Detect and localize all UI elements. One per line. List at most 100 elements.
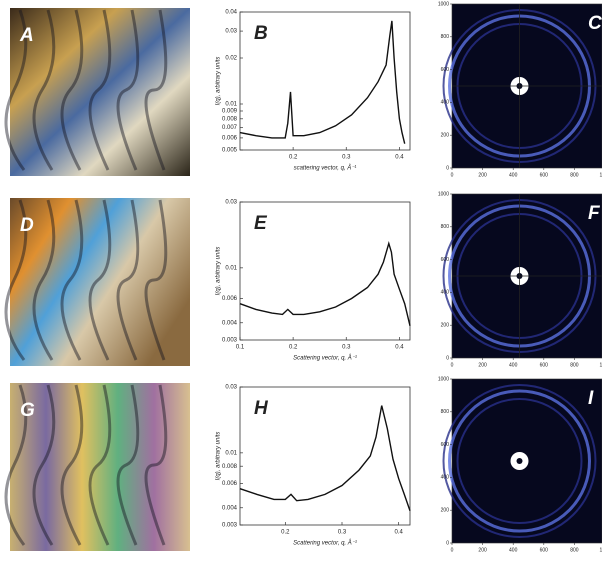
x-tick-label: 400 — [509, 362, 518, 368]
x-tick-label: 200 — [478, 362, 487, 368]
x-tick-label: 1000 — [599, 547, 602, 553]
x-tick-label: 0.4 — [395, 345, 404, 351]
x-tick-label: 400 — [509, 172, 518, 178]
x-tick-label: 0 — [451, 547, 454, 553]
plot-frame — [239, 11, 411, 151]
texture — [60, 199, 84, 361]
y-tick-label: 600 — [441, 257, 450, 263]
texture — [116, 199, 140, 361]
y-tick-label: 0.03 — [225, 29, 237, 35]
micrograph — [10, 198, 190, 366]
x-tick-label: 0.4 — [395, 155, 404, 161]
panel-letter: G — [20, 400, 35, 421]
plot-frame — [239, 201, 411, 341]
y-tick-label: 0.01 — [225, 450, 237, 456]
x-tick-label: 200 — [478, 172, 487, 178]
y-tick-label: 0 — [446, 540, 449, 546]
micrograph — [10, 383, 190, 551]
x-tick-label: 0 — [451, 172, 454, 178]
texture — [60, 384, 84, 546]
y-tick-label: 0.005 — [222, 148, 238, 154]
y-tick-label: 0.009 — [222, 109, 238, 115]
data-line — [239, 20, 406, 144]
y-axis-label: I(q), arbitrary units — [216, 432, 222, 481]
texture — [4, 9, 28, 171]
texture — [116, 384, 140, 546]
panel-letter: H — [254, 398, 269, 419]
x-tick-label: 0.3 — [338, 530, 347, 536]
y-tick-label: 0.03 — [225, 200, 237, 206]
ring — [442, 384, 597, 538]
x-tick-label: 1000 — [599, 362, 602, 368]
x-tick-label: 1000 — [599, 172, 602, 178]
y-tick-label: 0.008 — [222, 464, 238, 470]
texture — [32, 9, 56, 171]
x-tick-label: 0 — [451, 362, 454, 368]
beamstop — [516, 458, 523, 464]
x-tick-label: 0.2 — [281, 530, 290, 536]
y-tick-label: 0.04 — [225, 10, 237, 16]
y-tick-label: 400 — [441, 290, 450, 296]
panel-letter: E — [254, 213, 268, 234]
x-tick-label: 800 — [570, 172, 579, 178]
y-tick-label: 0.004 — [222, 505, 238, 511]
texture — [116, 9, 140, 171]
texture — [4, 384, 28, 546]
x-tick-label: 200 — [478, 547, 487, 553]
panel-letter: I — [588, 388, 594, 409]
y-tick-label: 0.006 — [222, 481, 238, 487]
y-tick-label: 1000 — [438, 376, 449, 382]
y-tick-label: 800 — [441, 34, 450, 40]
x-tick-label: 0.2 — [289, 345, 298, 351]
y-tick-label: 800 — [441, 409, 450, 415]
texture — [4, 199, 28, 361]
plot-frame — [239, 386, 411, 526]
y-tick-label: 1000 — [438, 191, 449, 197]
y-tick-label: 0.01 — [225, 265, 237, 271]
y-tick-label: 0.01 — [225, 102, 237, 108]
y-tick-label: 0.003 — [222, 338, 238, 344]
y-tick-label: 200 — [441, 133, 450, 139]
panel-letter: F — [588, 203, 601, 224]
y-axis-label: I(q), arbitrary units — [216, 247, 222, 296]
y-tick-label: 1000 — [438, 1, 449, 7]
y-tick-label: 0.008 — [222, 116, 238, 122]
panel-letter: C — [588, 13, 602, 34]
texture — [32, 384, 56, 546]
micrograph — [10, 8, 190, 176]
texture — [88, 9, 112, 171]
y-tick-label: 200 — [441, 508, 450, 514]
y-axis-label: I(q), arbitrary units — [216, 57, 222, 106]
y-tick-label: 200 — [441, 323, 450, 329]
ring — [456, 398, 583, 524]
y-tick-label: 0.007 — [222, 125, 238, 131]
panel-letter: B — [254, 23, 268, 44]
y-tick-label: 800 — [441, 224, 450, 230]
y-tick-label: 0.02 — [225, 56, 237, 62]
data-line — [239, 405, 411, 512]
ring — [448, 389, 591, 533]
panel-letter: D — [20, 215, 34, 236]
texture — [144, 384, 168, 546]
x-tick-label: 0.3 — [342, 155, 351, 161]
texture — [32, 199, 56, 361]
y-tick-label: 600 — [441, 442, 450, 448]
x-tick-label: 0.2 — [289, 155, 298, 161]
texture — [88, 199, 112, 361]
y-tick-label: 0.006 — [222, 135, 238, 141]
texture — [88, 384, 112, 546]
y-tick-label: 600 — [441, 67, 450, 73]
y-tick-label: 0.003 — [222, 523, 238, 529]
texture — [60, 9, 84, 171]
y-tick-label: 0.004 — [222, 320, 238, 326]
x-tick-label: 400 — [509, 547, 518, 553]
x-tick-label: 0.4 — [394, 530, 403, 536]
x-axis-label: Scattering vector, q, Å⁻¹ — [293, 540, 357, 547]
y-tick-label: 0 — [446, 355, 449, 361]
x-axis-label: scattering vector, q, Å⁻¹ — [294, 165, 357, 172]
data-line — [239, 241, 411, 326]
y-tick-label: 400 — [441, 475, 450, 481]
panel-letter: A — [19, 25, 34, 46]
x-axis-label: Scattering vector, q, Å⁻¹ — [293, 355, 357, 362]
